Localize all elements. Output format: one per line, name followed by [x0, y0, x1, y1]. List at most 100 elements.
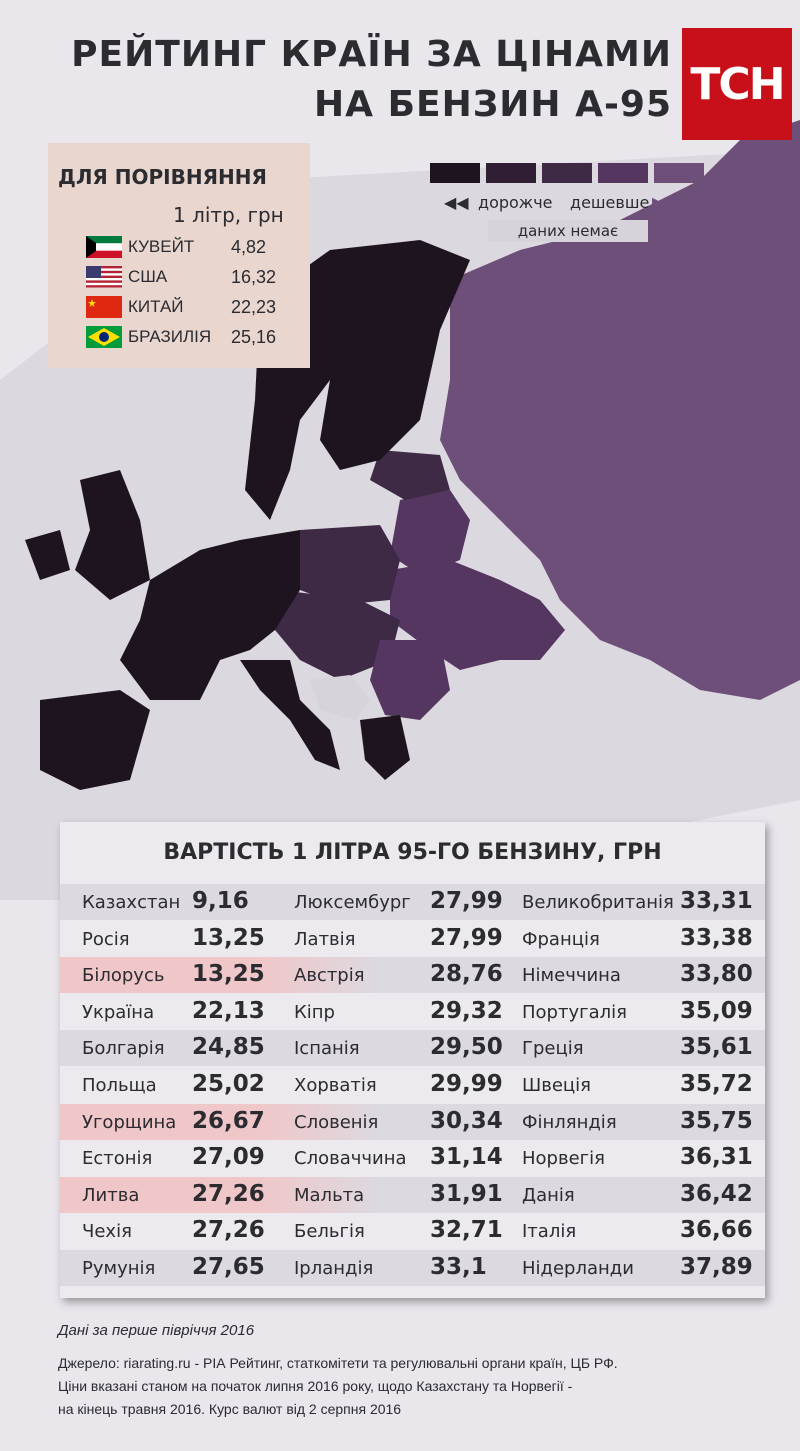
price-value: 29,32	[430, 997, 503, 1024]
legend-swatch	[430, 163, 480, 183]
price-value: 9,16	[192, 888, 249, 914]
price-value: 30,34	[430, 1107, 503, 1134]
price-value: 35,75	[680, 1107, 753, 1134]
price-value: 29,50	[430, 1034, 503, 1061]
arrow-left-icon: ◀◀	[444, 195, 469, 212]
country-name: Естонія	[82, 1148, 153, 1170]
balkans-nodata	[310, 675, 370, 720]
price-value: 28,76	[430, 961, 503, 988]
price-value: 36,42	[680, 1180, 753, 1207]
country-name: Чехія	[82, 1221, 132, 1243]
country-name: Італія	[522, 1221, 577, 1243]
baltics-region	[370, 450, 450, 500]
table-row: Литва 27,26 Мальта 31,91 Данія 36,42	[60, 1176, 765, 1213]
price-value: 33,31	[680, 888, 753, 914]
country-name: Люксембург	[294, 892, 411, 913]
price-value: 32,71	[430, 1217, 503, 1244]
country-name: Румунія	[82, 1258, 156, 1279]
comparison-row: БРАЗИЛІЯ 25,16	[86, 323, 308, 349]
country-name: Німеччина	[522, 965, 621, 987]
country-name: Греція	[522, 1038, 584, 1060]
page-title: РЕЙТИНГ КРАЇН ЗА ЦІНАМИ НА БЕНЗИН А-95	[71, 34, 672, 125]
table-row: Росія 13,25 Латвія 27,99 Франція 33,38	[60, 920, 765, 957]
price-value: 27,99	[430, 924, 503, 951]
country-name: Україна	[82, 1001, 155, 1023]
country-name: Росія	[82, 928, 130, 950]
country-name: Мальта	[294, 1184, 365, 1206]
price-value: 27,99	[430, 888, 503, 914]
country-name: Франція	[522, 928, 600, 950]
price-value: 31,14	[430, 1144, 503, 1171]
table-row: Польща 25,02 Хорватія 29,99 Швеція 35,72	[60, 1067, 765, 1103]
comparison-heading: ДЛЯ ПОРІВНЯННЯ	[58, 165, 267, 189]
country-name: Бельгія	[294, 1221, 365, 1243]
legend-more-expensive: дорожче	[478, 193, 553, 212]
country-name: Фінляндія	[522, 1111, 617, 1133]
price-value: 27,09	[192, 1144, 265, 1171]
price-value: 33,38	[680, 924, 753, 951]
price-value: 26,67	[192, 1107, 265, 1134]
price-value: 27,26	[192, 1217, 265, 1244]
country-name: Білорусь	[82, 965, 165, 987]
uk-region	[75, 470, 150, 600]
table-row: Румунія 27,65 Ірландія 33,1 Нідерланди 37,89	[60, 1250, 765, 1286]
price-value: 22,13	[192, 997, 265, 1024]
country-name: Угорщина	[82, 1111, 177, 1133]
ireland-region	[25, 530, 70, 580]
price-value: 27,26	[192, 1180, 265, 1207]
arrow-right-icon: ▶▶	[652, 195, 677, 212]
belarus-region	[390, 490, 470, 575]
country-name: Кіпр	[294, 1001, 335, 1023]
footer-notes: Джерело: riarating.ru - РІА Рейтинг, ста…	[58, 1355, 618, 1417]
russia-north	[690, 120, 800, 200]
country-name: Литва	[82, 1184, 140, 1206]
central-europe-region	[275, 590, 400, 680]
price-value: 13,25	[192, 961, 265, 988]
price-value: 35,61	[680, 1034, 753, 1061]
country-name: Португалія	[522, 1001, 627, 1023]
russia-region	[440, 120, 800, 700]
legend-swatch	[486, 163, 536, 183]
legend-no-data: даних немає	[488, 220, 648, 242]
legend-swatch	[598, 163, 648, 183]
italy-region	[240, 660, 340, 770]
table-row: Чехія 27,26 Бельгія 32,71 Італія 36,66	[60, 1213, 765, 1250]
price-value: 27,65	[192, 1254, 265, 1280]
country-name: Норвегія	[522, 1148, 605, 1170]
country-name: Великобританія	[522, 892, 674, 913]
country-name: Хорватія	[294, 1075, 377, 1096]
iberia-region	[40, 690, 150, 790]
country-name: Словаччина	[294, 1148, 407, 1170]
comparison-row: США 16,32	[86, 263, 308, 289]
brazil-flag-icon	[86, 326, 122, 348]
country-name: Словенія	[294, 1111, 379, 1133]
country-name: Австрія	[294, 965, 365, 987]
country-name: Іспанія	[294, 1038, 360, 1060]
price-value: 33,1	[430, 1254, 487, 1280]
legend-swatch	[654, 163, 704, 183]
price-value: 25,02	[192, 1071, 265, 1097]
price-value: 31,91	[430, 1180, 503, 1207]
price-value: 37,89	[680, 1254, 753, 1280]
western-europe-region	[120, 530, 300, 700]
price-value: 36,31	[680, 1144, 753, 1171]
price-table: ВАРТІСТЬ 1 ЛІТРА 95-ГО БЕНЗИНУ, ГРН Каза…	[60, 822, 765, 1298]
price-value: 35,09	[680, 997, 753, 1024]
legend-swatch	[542, 163, 592, 183]
china-flag-icon	[86, 296, 122, 318]
country-name: Казахстан	[82, 892, 181, 913]
table-row: Білорусь 13,25 Австрія 28,76 Німеччина 33,80	[60, 957, 765, 994]
price-value: 29,99	[430, 1071, 503, 1097]
table-title: ВАРТІСТЬ 1 ЛІТРА 95-ГО БЕНЗИНУ, ГРН	[163, 840, 662, 865]
table-row: Угорщина 26,67 Словенія 30,34 Фінляндія 35,75	[60, 1103, 765, 1140]
country-name: Ірландія	[294, 1258, 374, 1279]
table-row: Україна 22,13 Кіпр 29,32 Португалія 35,09	[60, 993, 765, 1030]
table-row: Казахстан 9,16 Люксембург 27,99 Великобритан…	[60, 884, 765, 920]
country-name: Данія	[522, 1184, 575, 1206]
southeast-region	[370, 640, 450, 720]
price-value: 24,85	[192, 1034, 265, 1061]
country-name: Болгарія	[82, 1038, 165, 1060]
price-value: 33,80	[680, 961, 753, 988]
table-row: Естонія 27,09 Словаччина 31,14 Норвегія 36,31	[60, 1140, 765, 1177]
